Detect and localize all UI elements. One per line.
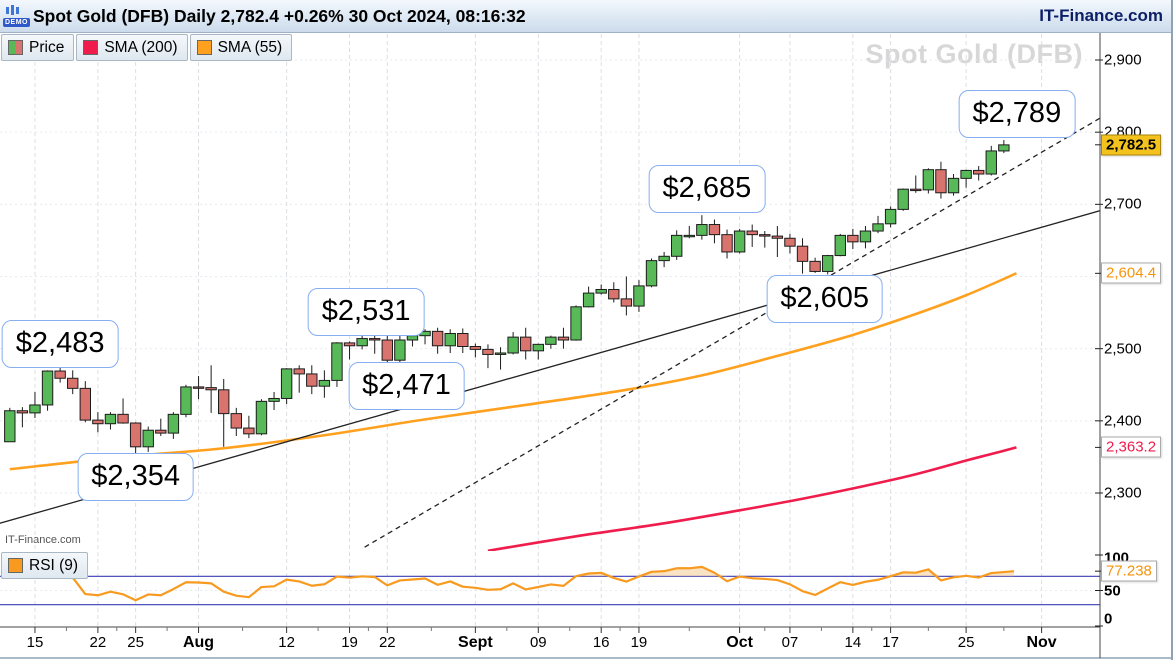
demo-label: DEMO <box>3 18 30 27</box>
price-annotation[interactable]: $2,471 <box>348 361 465 410</box>
price-annotation[interactable]: $2,789 <box>958 90 1076 139</box>
page-title: Spot Gold (DFB) Daily 2,782.4 +0.26% 30 … <box>33 5 526 26</box>
price-annotation[interactable]: $2,354 <box>77 453 194 502</box>
legend-price[interactable]: Price <box>1 34 75 61</box>
price-annotation[interactable]: $2,685 <box>648 165 766 214</box>
borders <box>0 33 1171 659</box>
main-legend: Price SMA (200) SMA (55) <box>1 34 293 61</box>
legend-sma200[interactable]: SMA (200) <box>76 34 188 61</box>
gridlines <box>0 34 1100 627</box>
price-swatch-icon <box>8 40 23 55</box>
mini-candles-icon <box>6 5 19 15</box>
legend-sma55[interactable]: SMA (55) <box>189 34 293 61</box>
legend-rsi-label: RSI (9) <box>29 556 79 574</box>
trendline-dashed <box>364 117 1100 548</box>
price-annotation[interactable]: $2,483 <box>1 319 119 368</box>
price-annotation[interactable]: $2,531 <box>307 288 425 337</box>
sma200-swatch-icon <box>83 40 99 55</box>
rsi-pane <box>0 557 1100 606</box>
legend-rsi[interactable]: RSI (9) <box>1 552 89 579</box>
rsi-swatch-icon <box>8 558 23 573</box>
demo-badge-icon: DEMO <box>3 4 30 30</box>
legend-sma55-label: SMA (55) <box>217 38 283 56</box>
symbol-watermark: Spot Gold (DFB) <box>865 39 1083 69</box>
legend-sma200-label: SMA (200) <box>104 38 178 56</box>
provider-watermark: IT-Finance.com <box>5 534 81 546</box>
legend-price-label: Price <box>29 38 65 56</box>
candles <box>4 140 1010 455</box>
sma200-line <box>487 446 1017 551</box>
rsi-legend: RSI (9) <box>1 552 89 579</box>
sma55-swatch-icon <box>196 40 212 55</box>
title-bar: DEMO Spot Gold (DFB) Daily 2,782.4 +0.26… <box>0 0 1171 33</box>
price-pane <box>0 117 1100 551</box>
sma55-line <box>9 272 1017 471</box>
brand-link[interactable]: IT-Finance.com <box>1039 6 1163 25</box>
price-annotation[interactable]: $2,605 <box>766 274 884 323</box>
